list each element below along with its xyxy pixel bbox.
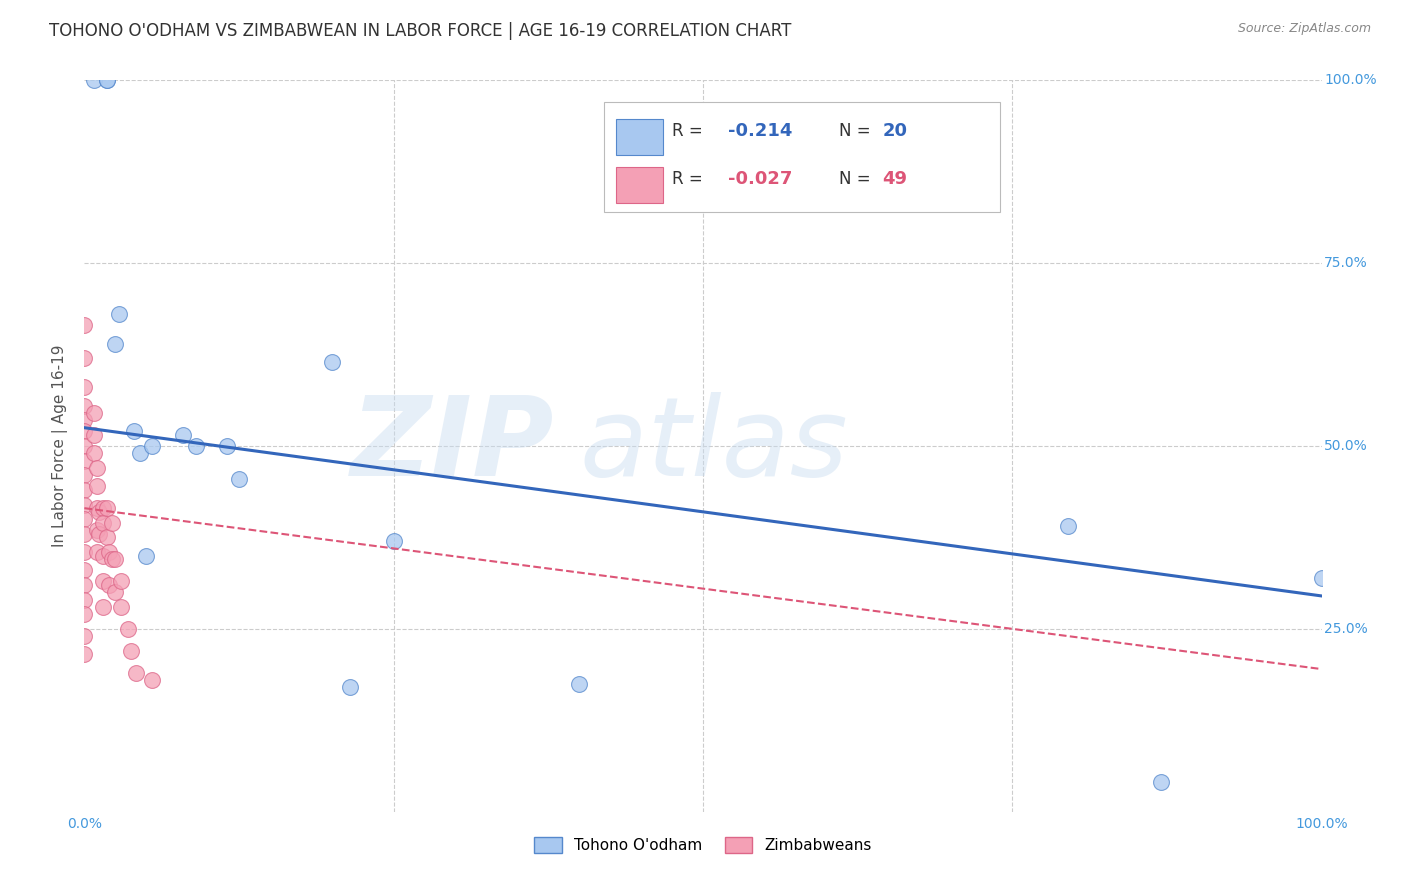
Point bbox=[73, 607, 96, 622]
Point bbox=[73, 399, 96, 413]
Point bbox=[91, 549, 114, 563]
Bar bbox=[616, 167, 664, 202]
Text: 25.0%: 25.0% bbox=[1324, 622, 1368, 636]
Point bbox=[96, 501, 118, 516]
Point bbox=[1150, 775, 1173, 789]
Point bbox=[1310, 571, 1333, 585]
Point bbox=[73, 483, 96, 497]
Text: N =: N = bbox=[839, 170, 876, 188]
Point bbox=[382, 534, 405, 549]
Text: N =: N = bbox=[839, 122, 876, 140]
Point bbox=[96, 530, 118, 544]
Point bbox=[321, 355, 343, 369]
Point bbox=[96, 73, 118, 87]
Point bbox=[108, 307, 131, 321]
Point bbox=[96, 73, 118, 87]
Point bbox=[73, 468, 96, 483]
Point bbox=[83, 406, 105, 420]
Point bbox=[73, 425, 96, 439]
Point bbox=[73, 563, 96, 577]
Text: -0.027: -0.027 bbox=[728, 170, 792, 188]
Point bbox=[73, 648, 96, 662]
Point bbox=[73, 439, 96, 453]
Point bbox=[141, 673, 163, 687]
Point bbox=[110, 599, 132, 614]
Text: 20: 20 bbox=[883, 122, 907, 140]
Point bbox=[228, 472, 250, 486]
Point bbox=[125, 665, 148, 680]
Point bbox=[86, 479, 108, 493]
Point bbox=[117, 622, 139, 636]
Point bbox=[86, 545, 108, 559]
Point bbox=[83, 446, 105, 460]
Text: 100.0%: 100.0% bbox=[1324, 73, 1376, 87]
Text: Source: ZipAtlas.com: Source: ZipAtlas.com bbox=[1237, 22, 1371, 36]
Text: 75.0%: 75.0% bbox=[1324, 256, 1368, 270]
Bar bbox=[616, 120, 664, 155]
Point bbox=[73, 351, 96, 366]
Legend: Tohono O'odham, Zimbabweans: Tohono O'odham, Zimbabweans bbox=[527, 830, 879, 859]
Point bbox=[89, 526, 111, 541]
Text: TOHONO O'ODHAM VS ZIMBABWEAN IN LABOR FORCE | AGE 16-19 CORRELATION CHART: TOHONO O'ODHAM VS ZIMBABWEAN IN LABOR FO… bbox=[49, 22, 792, 40]
Text: -0.214: -0.214 bbox=[728, 122, 792, 140]
Text: atlas: atlas bbox=[579, 392, 848, 500]
Point bbox=[135, 549, 157, 563]
Text: 49: 49 bbox=[883, 170, 907, 188]
Point bbox=[83, 428, 105, 442]
Point bbox=[100, 516, 122, 530]
Point bbox=[73, 380, 96, 394]
Point bbox=[215, 439, 238, 453]
Point bbox=[122, 425, 145, 439]
Point bbox=[339, 681, 361, 695]
Point bbox=[73, 413, 96, 427]
Point bbox=[91, 599, 114, 614]
Point bbox=[184, 439, 207, 453]
Point bbox=[73, 629, 96, 643]
Point bbox=[110, 574, 132, 589]
Y-axis label: In Labor Force | Age 16-19: In Labor Force | Age 16-19 bbox=[52, 344, 69, 548]
Point bbox=[73, 578, 96, 592]
Text: R =: R = bbox=[672, 170, 709, 188]
Point bbox=[86, 461, 108, 475]
Point bbox=[172, 428, 194, 442]
Point bbox=[83, 73, 105, 87]
Point bbox=[141, 439, 163, 453]
Point bbox=[91, 574, 114, 589]
Point bbox=[91, 501, 114, 516]
Point bbox=[129, 446, 152, 460]
Point bbox=[568, 676, 591, 690]
Point bbox=[104, 585, 127, 599]
FancyBboxPatch shape bbox=[605, 103, 1000, 212]
Point bbox=[73, 512, 96, 526]
Point bbox=[73, 318, 96, 333]
Text: R =: R = bbox=[672, 122, 709, 140]
Point bbox=[98, 578, 121, 592]
Point bbox=[91, 516, 114, 530]
Point bbox=[73, 592, 96, 607]
Point bbox=[104, 336, 127, 351]
Point bbox=[86, 501, 108, 516]
Point bbox=[1057, 519, 1080, 533]
Point bbox=[73, 453, 96, 467]
Text: 50.0%: 50.0% bbox=[1324, 439, 1368, 453]
Point bbox=[100, 552, 122, 566]
Point bbox=[104, 552, 127, 566]
Text: ZIP: ZIP bbox=[352, 392, 554, 500]
Point bbox=[86, 523, 108, 537]
Point bbox=[73, 545, 96, 559]
Point bbox=[89, 505, 111, 519]
Point bbox=[120, 644, 142, 658]
Point bbox=[73, 498, 96, 512]
Point bbox=[73, 526, 96, 541]
Point bbox=[98, 545, 121, 559]
